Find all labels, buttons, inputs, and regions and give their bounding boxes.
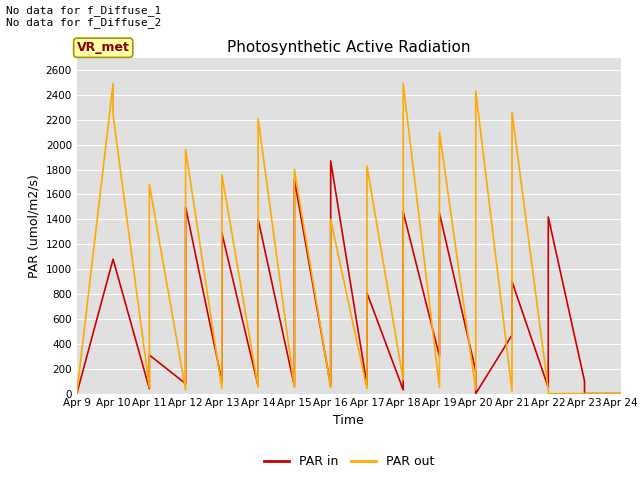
PAR in — [218, 230, 226, 236]
PAR out — [545, 387, 552, 393]
PAR out — [617, 391, 625, 396]
PAR in — [327, 383, 335, 389]
PAR out — [508, 388, 516, 394]
PAR out — [472, 387, 479, 393]
Text: No data for f_Diffuse_1
No data for f_Diffuse_2: No data for f_Diffuse_1 No data for f_Di… — [6, 5, 162, 28]
PAR out — [580, 391, 588, 396]
PAR out — [145, 384, 153, 390]
PAR out — [472, 88, 479, 94]
PAR out — [291, 384, 298, 390]
PAR out — [363, 386, 371, 392]
Line: PAR out: PAR out — [77, 84, 621, 394]
PAR in — [436, 353, 444, 359]
PAR out — [363, 163, 371, 169]
PAR in — [254, 383, 262, 389]
PAR out — [109, 81, 117, 86]
Legend: PAR in, PAR out: PAR in, PAR out — [259, 450, 439, 473]
X-axis label: Time: Time — [333, 414, 364, 427]
PAR in — [254, 216, 262, 222]
PAR in — [291, 383, 298, 389]
PAR out — [436, 130, 444, 135]
Text: VR_met: VR_met — [77, 41, 130, 54]
Line: PAR in: PAR in — [77, 161, 621, 394]
PAR in — [399, 209, 407, 215]
PAR out — [182, 387, 189, 393]
PAR in — [508, 279, 516, 285]
PAR out — [327, 216, 335, 222]
PAR in — [399, 387, 407, 393]
PAR out — [254, 116, 262, 121]
PAR in — [363, 290, 371, 296]
PAR in — [73, 391, 81, 396]
Title: Photosynthetic Active Radiation: Photosynthetic Active Radiation — [227, 40, 470, 55]
PAR out — [436, 384, 444, 390]
PAR out — [109, 112, 117, 118]
PAR in — [436, 210, 444, 216]
PAR in — [545, 384, 552, 390]
Y-axis label: PAR (umol/m2/s): PAR (umol/m2/s) — [27, 174, 40, 277]
PAR in — [109, 256, 117, 262]
PAR out — [545, 391, 552, 396]
PAR in — [145, 386, 153, 392]
PAR in — [508, 332, 516, 338]
PAR in — [145, 352, 153, 358]
PAR out — [254, 384, 262, 390]
PAR in — [472, 391, 479, 396]
PAR out — [399, 377, 407, 383]
PAR in — [218, 378, 226, 384]
PAR in — [182, 204, 189, 210]
PAR out — [218, 386, 226, 392]
PAR in — [580, 378, 588, 384]
PAR out — [399, 81, 407, 86]
PAR in — [327, 158, 335, 164]
PAR in — [545, 214, 552, 220]
PAR out — [580, 391, 588, 396]
PAR out — [182, 147, 189, 153]
PAR in — [363, 382, 371, 388]
PAR in — [472, 368, 479, 374]
PAR out — [145, 181, 153, 187]
PAR out — [73, 391, 81, 396]
PAR in — [617, 391, 625, 396]
PAR in — [182, 381, 189, 386]
PAR out — [291, 167, 298, 172]
PAR in — [291, 177, 298, 182]
PAR in — [580, 391, 588, 396]
PAR out — [218, 172, 226, 178]
PAR out — [508, 109, 516, 115]
PAR out — [327, 384, 335, 390]
